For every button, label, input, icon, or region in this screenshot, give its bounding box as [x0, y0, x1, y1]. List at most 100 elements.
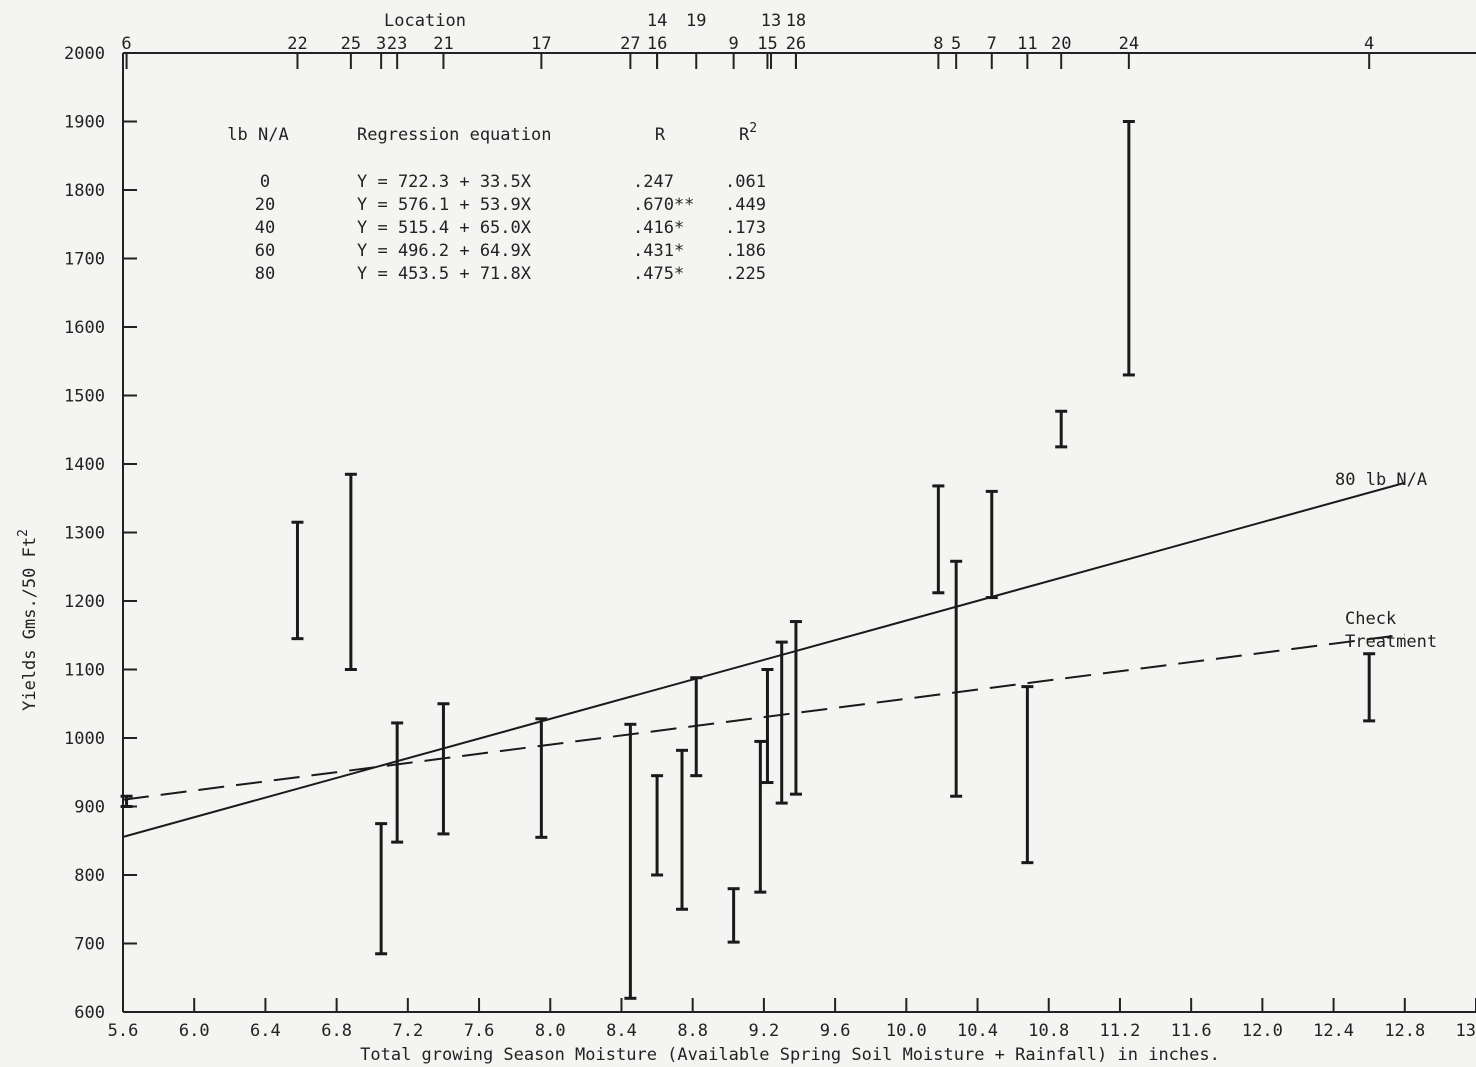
location-label: 26 [786, 34, 806, 54]
y-tick-label: 1300 [64, 524, 105, 544]
location-label: 5 [951, 34, 961, 54]
yield-range-bar [1363, 652, 1376, 723]
yield-range-bar [120, 794, 133, 808]
table-cell-equation: Y = 453.5 + 71.8X [357, 264, 532, 284]
y-tick-label: 900 [74, 798, 105, 818]
table-cell-lb: 40 [255, 218, 275, 238]
table-cell-equation: Y = 496.2 + 64.9X [357, 241, 532, 261]
table-cell-lb: 80 [255, 264, 275, 284]
x-tick-label: 9.2 [749, 1021, 780, 1041]
yield-range-bar [754, 739, 767, 894]
location-label: 16 [647, 34, 667, 54]
yield-range-bar [437, 702, 450, 836]
y-tick-label: 1600 [64, 318, 105, 338]
yield-range-bar [761, 668, 774, 785]
yield-range-bar [727, 887, 740, 944]
yield-range-bar [1055, 409, 1068, 449]
table-cell-lb: 0 [260, 172, 270, 192]
table-cell-r: .431* [633, 241, 684, 261]
x-tick-label: 8.4 [606, 1021, 637, 1041]
table-cell-r: .416* [633, 218, 684, 238]
yield-range-bar [676, 748, 689, 911]
x-tick-label: 10.4 [957, 1021, 998, 1041]
x-tick-label: 8.8 [677, 1021, 708, 1041]
line-label-check-treatment: Check [1345, 609, 1396, 629]
check-treatment-line [122, 633, 1405, 801]
location-label: 24 [1119, 34, 1139, 54]
yield-range-bar [775, 640, 788, 805]
yield-range-bar [291, 520, 304, 641]
y-tick-label: 1000 [64, 729, 105, 749]
x-axis-label: Total growing Season Moisture (Available… [360, 1045, 1220, 1065]
table-header-r2-superscript: 2 [749, 121, 757, 136]
location-label: 3 [376, 34, 386, 54]
table-header-r2: R2 [739, 121, 757, 145]
table-cell-equation: Y = 576.1 + 53.9X [357, 195, 532, 215]
x-tick-label: 9.6 [820, 1021, 851, 1041]
location-label: 6 [121, 34, 131, 54]
regression-table: lb N/A Regression equation R R20 Y = 722.3 +… [227, 121, 766, 284]
y-tick-label: 1100 [64, 661, 105, 681]
yield-range-bar [391, 721, 404, 844]
x-tick-label: 8.0 [535, 1021, 566, 1041]
y-tick-label: 1800 [64, 181, 105, 201]
location-label: 15 [757, 34, 777, 54]
table-cell-equation: Y = 515.4 + 65.0X [357, 218, 532, 238]
table-cell-r: .475* [633, 264, 684, 284]
x-tick-label: 12.0 [1242, 1021, 1283, 1041]
table-header-r: R [655, 125, 666, 145]
location-label: 13 [761, 11, 781, 31]
table-cell-lb: 20 [255, 195, 275, 215]
location-label: 21 [433, 34, 453, 54]
location-label: 11 [1017, 34, 1037, 54]
x-tick-label: 5.6 [108, 1021, 139, 1041]
y-tick-label: 1200 [64, 592, 105, 612]
location-label: 4 [1364, 34, 1374, 54]
location-label: 25 [341, 34, 361, 54]
table-cell-r: .670** [633, 195, 694, 215]
yield-range-bar [950, 559, 963, 798]
yield-range-bar [932, 484, 945, 595]
x-tick-label: 11.2 [1099, 1021, 1140, 1041]
location-label: 22 [287, 34, 307, 54]
axes [122, 52, 1476, 1013]
table-cell-r2: .449 [725, 195, 766, 215]
y-tick-label: 700 [74, 935, 105, 955]
table-header-r2-main: R [739, 125, 750, 145]
location-label: 7 [987, 34, 997, 54]
location-label: 14 [647, 11, 667, 31]
table-cell-r2: .186 [725, 241, 766, 261]
x-tick-label: 7.6 [464, 1021, 495, 1041]
y-axis-label-main: Yields Gms./50 Ft [20, 537, 40, 711]
location-label: 8 [933, 34, 943, 54]
x-tick-label: 12.8 [1384, 1021, 1425, 1041]
yield-range-bars [120, 120, 1376, 1000]
location-label: 23 [387, 34, 407, 54]
yield-range-bar [789, 620, 802, 796]
table-header-equation: Regression equation [357, 125, 551, 145]
regression-line-80lb [122, 481, 1406, 838]
table-cell-r2: .061 [725, 172, 766, 192]
y-tick-label: 1700 [64, 250, 105, 270]
yield-range-bar [344, 472, 357, 671]
location-label: 9 [729, 34, 739, 54]
y-tick-label: 1500 [64, 387, 105, 407]
y-tick-label: 1900 [64, 113, 105, 133]
x-tick-label: 6.4 [250, 1021, 281, 1041]
location-label: 19 [686, 11, 706, 31]
y-tick-label: 600 [74, 1003, 105, 1023]
location-label: 18 [786, 11, 806, 31]
x-tick-label: 11.6 [1171, 1021, 1212, 1041]
x-tick-label: 13.2 [1456, 1021, 1476, 1041]
table-cell-lb: 60 [255, 241, 275, 261]
table-cell-r2: .225 [725, 264, 766, 284]
table-cell-r: .247 [633, 172, 674, 192]
table-header-lb: lb N/A [227, 125, 288, 145]
x-tick-label: 10.0 [886, 1021, 927, 1041]
x-tick-label: 12.4 [1313, 1021, 1354, 1041]
location-label: 17 [531, 34, 551, 54]
y-tick-label: 2000 [64, 44, 105, 64]
yield-range-bar [651, 774, 664, 877]
yield-range-bar [535, 717, 548, 839]
